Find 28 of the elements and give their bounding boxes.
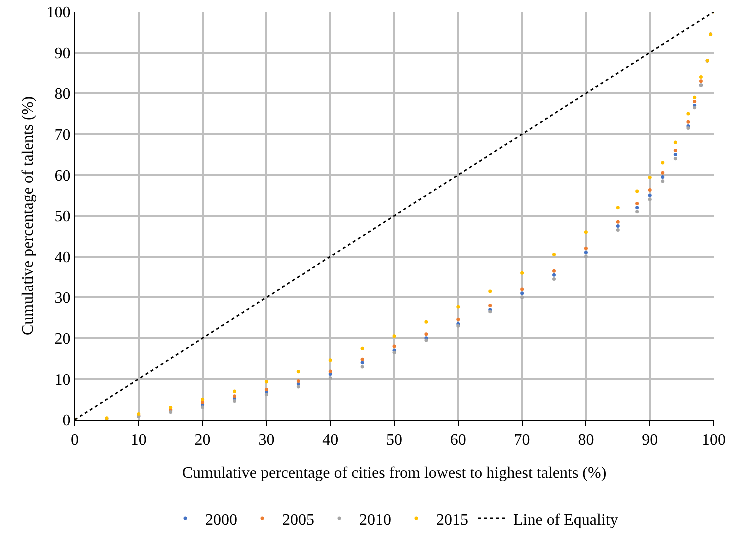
y-tick-label: 30 [54, 290, 71, 308]
x-tick-label: 80 [578, 432, 594, 450]
x-tick-label: 50 [386, 432, 402, 450]
legend-label: 2010 [360, 512, 392, 529]
x-tick-label: 90 [642, 432, 658, 450]
x-tick-label: 100 [702, 432, 726, 450]
y-tick-label: 10 [54, 372, 71, 389]
x-tick-label: 70 [514, 432, 530, 450]
x-tick-label: 20 [194, 432, 211, 450]
x-tick-label: 60 [450, 432, 466, 450]
y-tick-label: 50 [54, 208, 71, 226]
legend-label: 2005 [282, 512, 314, 529]
y-tick-label: 80 [54, 86, 71, 104]
x-axis-title: Cumulative percentage of cities from lowest to highest talents (%) [182, 465, 607, 482]
x-tick-label: 40 [322, 432, 339, 450]
y-tick-label: 0 [62, 412, 71, 430]
x-tick-label: 10 [130, 432, 147, 450]
legend-label: Line of Equality [514, 512, 618, 529]
legend-label: 2015 [436, 512, 468, 529]
y-tick-label: 100 [46, 4, 71, 22]
y-tick-label: 70 [54, 127, 71, 144]
legend-label: 2000 [206, 512, 238, 529]
y-tick-label: 40 [54, 249, 71, 266]
y-tick-label: 90 [54, 45, 71, 62]
y-axis-title: Cumulative percentage of talents (%) [20, 96, 37, 336]
y-tick-label: 60 [54, 168, 71, 185]
y-tick-label: 20 [54, 331, 71, 348]
x-tick-label: 30 [258, 432, 275, 450]
